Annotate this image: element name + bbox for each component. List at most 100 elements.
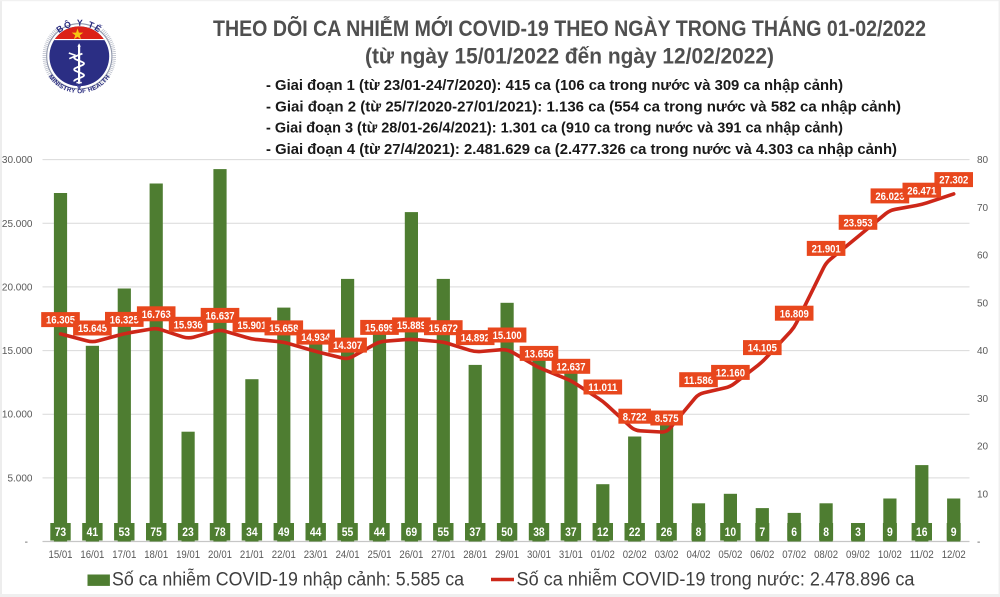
svg-text:28/01: 28/01 — [463, 549, 487, 561]
svg-text:15.100: 15.100 — [493, 330, 522, 342]
svg-text:10: 10 — [977, 489, 989, 500]
svg-text:8: 8 — [696, 527, 702, 539]
svg-text:78: 78 — [214, 527, 226, 539]
svg-text:01/02: 01/02 — [591, 549, 615, 561]
svg-text:15.672: 15.672 — [429, 323, 458, 335]
svg-text:21.901: 21.901 — [812, 244, 841, 256]
svg-text:-: - — [977, 537, 980, 548]
svg-text:26.023: 26.023 — [875, 191, 904, 203]
svg-text:15/01: 15/01 — [49, 549, 73, 561]
svg-text:20.000: 20.000 — [2, 282, 33, 293]
svg-text:16.637: 16.637 — [206, 311, 235, 323]
svg-text:44: 44 — [374, 527, 386, 539]
svg-text:(từ ngày 15/01/2022 đến ngày 1: (từ ngày 15/01/2022 đến ngày 12/02/2022) — [365, 44, 774, 69]
svg-text:8.575: 8.575 — [655, 413, 679, 425]
svg-text:20/01: 20/01 — [208, 549, 232, 561]
svg-text:23: 23 — [182, 527, 194, 539]
svg-text:23/01: 23/01 — [304, 549, 328, 561]
svg-text:40: 40 — [977, 346, 989, 357]
svg-text:11.011: 11.011 — [588, 382, 617, 394]
svg-text:9: 9 — [951, 527, 957, 539]
svg-text:16/01: 16/01 — [80, 549, 104, 561]
svg-text:16.305: 16.305 — [46, 315, 75, 327]
svg-text:12: 12 — [597, 527, 609, 539]
svg-text:07/02: 07/02 — [782, 549, 806, 561]
svg-text:75: 75 — [150, 527, 162, 539]
svg-text:03/02: 03/02 — [655, 549, 679, 561]
svg-text:80: 80 — [977, 155, 989, 166]
svg-text:7: 7 — [759, 527, 765, 539]
svg-text:50: 50 — [501, 527, 513, 539]
svg-text:- Giai đoạn 3 (từ 28/01-26/4/2: - Giai đoạn 3 (từ 28/01-26/4/2021): 1.30… — [266, 120, 843, 137]
svg-text:55: 55 — [342, 527, 354, 539]
svg-text:18/01: 18/01 — [144, 549, 168, 561]
svg-text:37: 37 — [565, 527, 577, 539]
svg-text:- Giai đoạn 2 (từ 25/7/2020-27: - Giai đoạn 2 (từ 25/7/2020-27/01/2021):… — [266, 98, 901, 115]
svg-text:16: 16 — [916, 527, 928, 539]
svg-text:49: 49 — [278, 527, 290, 539]
svg-text:44: 44 — [310, 527, 322, 539]
svg-text:53: 53 — [119, 527, 131, 539]
svg-text:12/02: 12/02 — [942, 549, 966, 561]
svg-text:26.471: 26.471 — [907, 185, 936, 197]
svg-text:30.000: 30.000 — [2, 155, 33, 166]
svg-text:10.000: 10.000 — [2, 410, 33, 421]
svg-text:11.586: 11.586 — [684, 375, 713, 387]
svg-text:19/01: 19/01 — [176, 549, 200, 561]
svg-text:06/02: 06/02 — [750, 549, 774, 561]
svg-text:12.160: 12.160 — [716, 368, 745, 380]
svg-text:38: 38 — [533, 527, 545, 539]
svg-text:09/02: 09/02 — [846, 549, 870, 561]
svg-text:11/02: 11/02 — [910, 549, 934, 561]
svg-text:8: 8 — [823, 527, 829, 539]
svg-text:6: 6 — [791, 527, 797, 539]
svg-text:26: 26 — [661, 527, 673, 539]
svg-text:13.656: 13.656 — [525, 349, 554, 361]
svg-text:Số ca nhiễm COVID-19 nhập cảnh: Số ca nhiễm COVID-19 nhập cảnh: 5.585 ca — [112, 569, 464, 591]
svg-text:69: 69 — [406, 527, 418, 539]
svg-text:Số ca nhiễm COVID-19 trong nướ: Số ca nhiễm COVID-19 trong nước: 2.478.8… — [517, 569, 915, 591]
svg-text:16.809: 16.809 — [780, 308, 809, 320]
svg-text:15.000: 15.000 — [2, 346, 33, 357]
svg-text:60: 60 — [977, 251, 989, 262]
svg-text:16.763: 16.763 — [142, 309, 171, 321]
svg-text:14.105: 14.105 — [748, 343, 777, 355]
svg-text:27.302: 27.302 — [939, 175, 968, 187]
svg-text:22/01: 22/01 — [272, 549, 296, 561]
svg-text:21/01: 21/01 — [240, 549, 264, 561]
svg-text:THEO DÕI CA NHIỄM MỚI COVID-19: THEO DÕI CA NHIỄM MỚI COVID-19 THEO NGÀY… — [213, 15, 926, 41]
svg-text:15.936: 15.936 — [174, 319, 203, 331]
svg-text:10/02: 10/02 — [878, 549, 902, 561]
svg-text:5.000: 5.000 — [7, 473, 32, 484]
svg-text:15.645: 15.645 — [78, 323, 107, 335]
svg-text:27/01: 27/01 — [431, 549, 455, 561]
svg-text:05/02: 05/02 — [718, 549, 742, 561]
svg-text:-: - — [25, 537, 28, 548]
svg-text:34: 34 — [246, 527, 258, 539]
svg-text:30/01: 30/01 — [527, 549, 551, 561]
svg-text:31/01: 31/01 — [559, 549, 583, 561]
svg-text:73: 73 — [55, 527, 66, 539]
svg-text:50: 50 — [977, 298, 989, 309]
svg-text:55: 55 — [438, 527, 450, 539]
svg-text:17/01: 17/01 — [112, 549, 136, 561]
svg-text:12.637: 12.637 — [556, 361, 585, 373]
svg-text:41: 41 — [87, 527, 99, 539]
svg-text:15.889: 15.889 — [397, 320, 426, 332]
svg-text:9: 9 — [887, 527, 893, 539]
svg-text:30: 30 — [977, 394, 989, 405]
svg-text:04/02: 04/02 — [687, 549, 711, 561]
svg-text:- Giai đoạn 1 (từ 23/01-24/7/2: - Giai đoạn 1 (từ 23/01-24/7/2020): 415 … — [266, 77, 843, 94]
svg-text:37: 37 — [469, 527, 481, 539]
svg-text:8.722: 8.722 — [623, 411, 647, 423]
svg-text:15.699: 15.699 — [365, 323, 394, 335]
svg-text:29/01: 29/01 — [495, 549, 519, 561]
svg-text:70: 70 — [977, 203, 989, 214]
svg-text:25/01: 25/01 — [368, 549, 392, 561]
svg-text:15.901: 15.901 — [237, 320, 266, 332]
svg-text:16.325: 16.325 — [110, 315, 139, 327]
svg-text:08/02: 08/02 — [814, 549, 838, 561]
svg-text:24/01: 24/01 — [336, 549, 360, 561]
svg-text:14.307: 14.307 — [333, 340, 362, 352]
svg-text:14.934: 14.934 — [301, 332, 331, 344]
